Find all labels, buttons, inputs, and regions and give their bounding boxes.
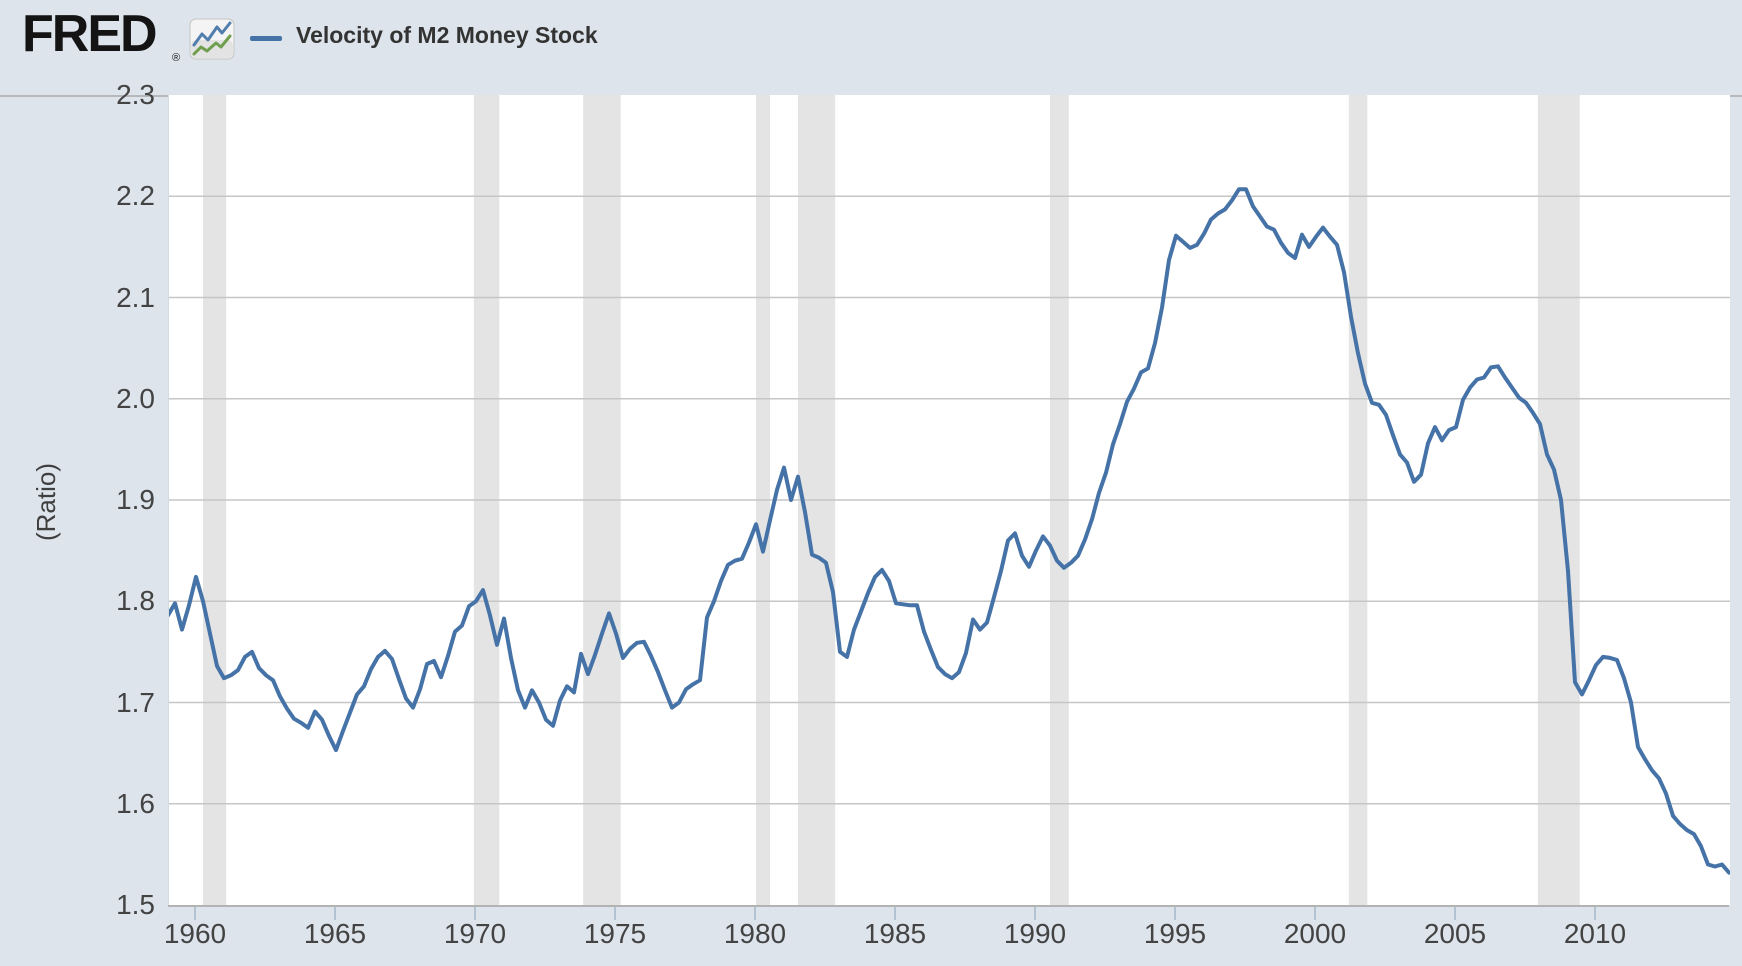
series-line xyxy=(169,187,1730,875)
chart-header: FRED ® Velocity of M2 Money Stock xyxy=(0,0,1742,95)
x-tick-mark xyxy=(754,907,756,920)
x-tick-label: 1975 xyxy=(583,918,647,949)
plot-svg xyxy=(169,95,1730,905)
y-tick-label: 1.5 xyxy=(116,889,155,920)
legend-line-icon xyxy=(250,36,282,41)
icon-green-line xyxy=(192,34,232,56)
x-tick-mark xyxy=(334,907,336,920)
y-axis-title: (Ratio) xyxy=(31,463,61,542)
x-tick-label: 1970 xyxy=(443,918,507,949)
x-tick-mark xyxy=(194,907,196,920)
y-tick-label: 2.1 xyxy=(116,281,155,313)
x-tick-label: 2005 xyxy=(1423,918,1487,949)
y-tick-label: 1.9 xyxy=(116,484,155,515)
x-tick-mark xyxy=(1314,907,1316,920)
y-tick-label: 2.3 xyxy=(116,79,155,110)
fred-logo: FRED xyxy=(22,5,158,63)
fred-sparkline-icon xyxy=(189,18,235,60)
x-tick-mark xyxy=(1454,907,1456,920)
y-tick-label: 1.7 xyxy=(116,686,155,718)
x-tick-label: 1990 xyxy=(1003,918,1067,949)
x-tick-label: 1960 xyxy=(163,918,227,949)
legend-series-label: Velocity of M2 Money Stock xyxy=(296,22,598,48)
y-tick-label: 1.8 xyxy=(116,585,155,617)
x-tick-label: 1980 xyxy=(723,918,787,949)
y-tick-label: 1.6 xyxy=(116,787,155,819)
x-tick-mark xyxy=(1594,907,1596,920)
x-tick-mark xyxy=(614,907,616,920)
x-tick-mark xyxy=(894,907,896,920)
x-tick-mark xyxy=(474,907,476,920)
x-tick-label: 2010 xyxy=(1563,918,1627,949)
y-tick-label: 2.0 xyxy=(116,382,155,414)
x-tick-mark xyxy=(1034,907,1036,920)
x-axis-line xyxy=(168,905,1729,907)
registered-trademark: ® xyxy=(172,52,181,64)
x-tick-label: 1995 xyxy=(1143,918,1207,949)
icon-blue-line xyxy=(192,21,232,47)
x-tick-label: 1985 xyxy=(863,918,927,949)
x-tick-mark xyxy=(1174,907,1176,920)
x-tick-label: 1965 xyxy=(303,918,367,949)
x-tick-label: 2000 xyxy=(1283,918,1347,949)
y-tick-label: 2.2 xyxy=(116,180,155,212)
plot-area[interactable] xyxy=(168,95,1730,905)
